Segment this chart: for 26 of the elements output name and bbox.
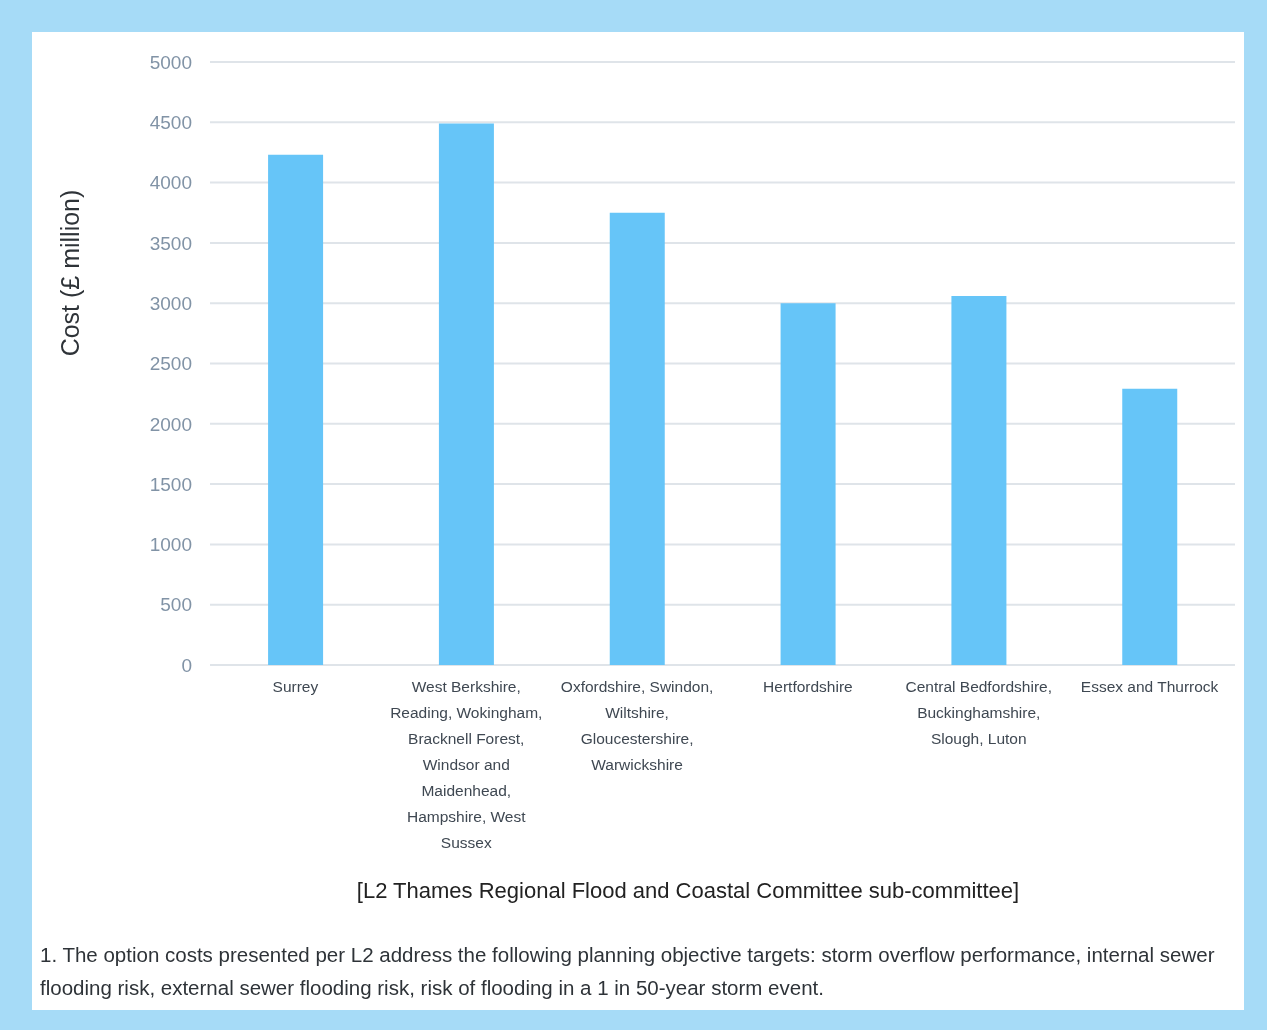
- bar: [951, 295, 1007, 665]
- y-tick-label: 1000: [149, 534, 192, 556]
- y-tick-label: 0: [181, 654, 192, 676]
- bar: [1122, 388, 1178, 665]
- y-tick-label: 3000: [149, 292, 192, 314]
- y-tick-label: 1500: [149, 473, 192, 495]
- x-tick-label: West Berkshire, Reading, Wokingham, Bracknell Forest, Windsor and Maidenhead, Hampshire, West Sussex: [390, 678, 543, 852]
- x-axis-title: [L2 Thames Regional Flood and Coastal Committee sub-committee]: [355, 878, 1021, 904]
- bar: [609, 212, 665, 665]
- bar: [438, 123, 494, 665]
- bar: [268, 154, 324, 665]
- y-axis-title: Cost (£ million): [55, 189, 85, 357]
- text: 1. The option costs presented per L2 address the following planning objective targets: storm overflow performance, internal sewer flooding risk, external sewer flooding risk, risk of flooding in a 1 in 50-year storm event.: [40, 942, 1216, 1001]
- y-tick-label: 500: [160, 594, 192, 616]
- y-tick-label: 4500: [149, 112, 192, 134]
- x-tick-label: Hertfordshire: [763, 678, 853, 696]
- x-tick-label: Essex and Thurrock: [1080, 678, 1219, 696]
- y-tick-label: 2500: [149, 353, 192, 375]
- x-tick-label: Oxfordshire, Swindon, Wiltshire, Gloucestershire, Warwickshire: [560, 678, 714, 774]
- y-tick-label: 3500: [149, 232, 192, 254]
- y-tick-label: 2000: [149, 413, 192, 435]
- y-tick-label: 4000: [149, 172, 192, 194]
- y-tick-label: 5000: [149, 51, 192, 73]
- x-tick-label: Surrey: [272, 678, 319, 696]
- x-tick-label: Central Bedfordshire, Buckinghamshire, Slough, Luton: [905, 678, 1052, 748]
- bar: [780, 303, 836, 665]
